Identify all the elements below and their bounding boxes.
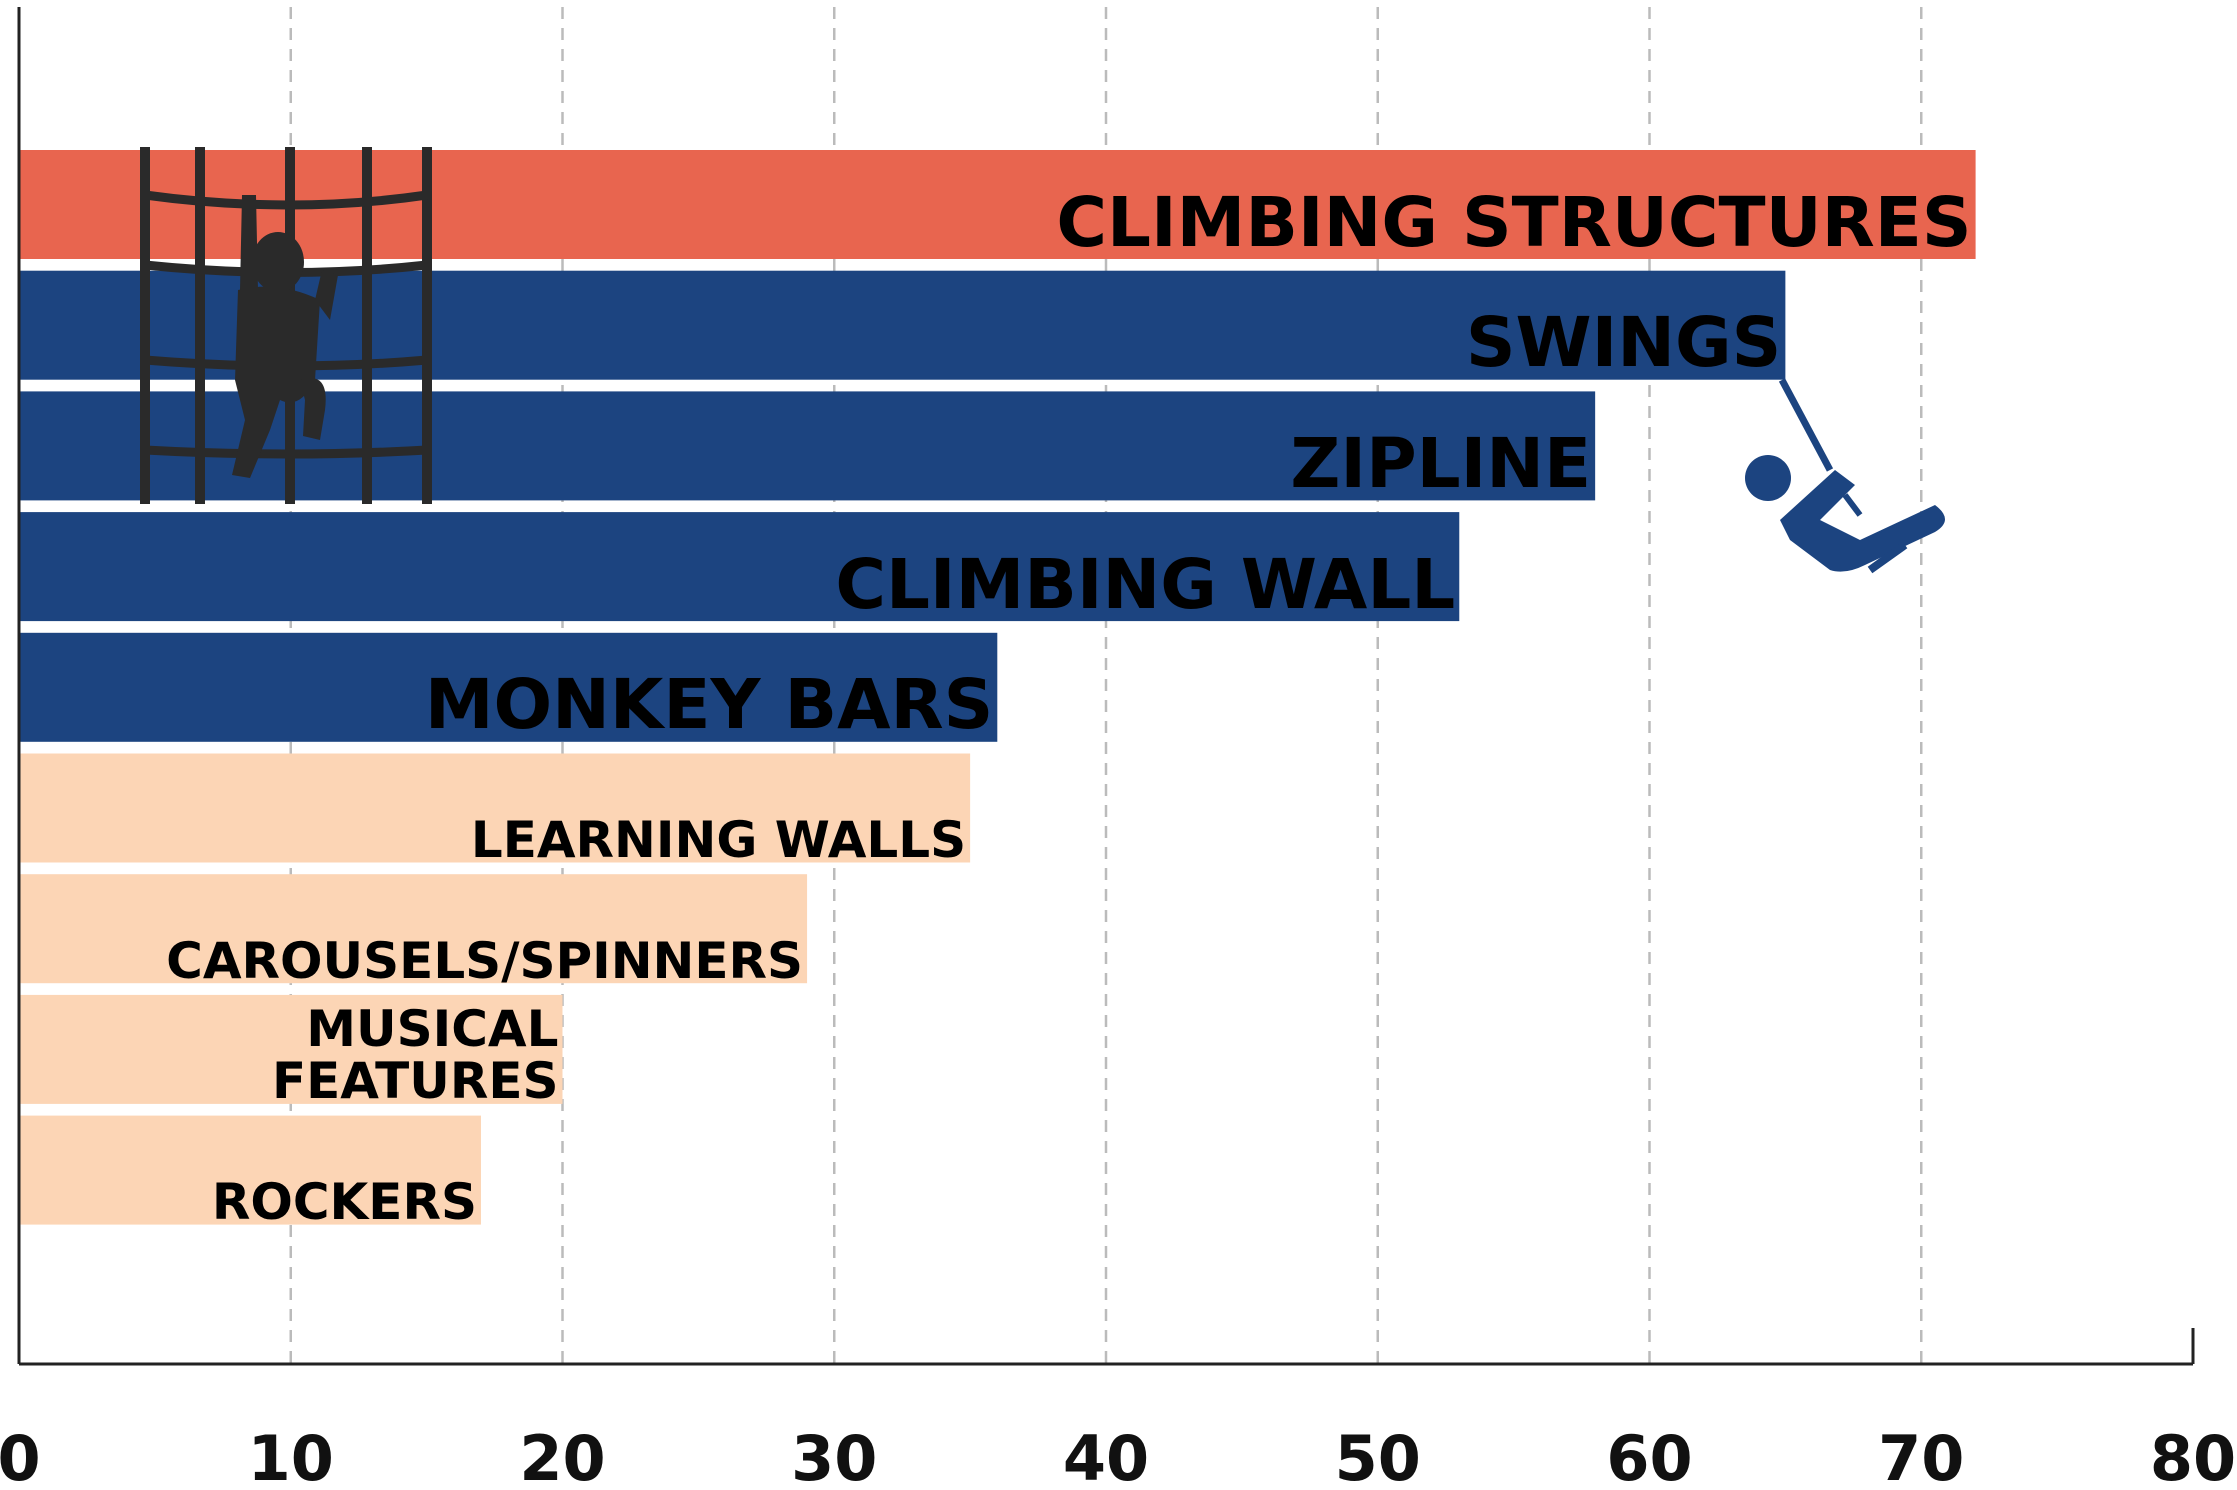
- x-tick-label: 10: [248, 1422, 334, 1490]
- bar: [19, 1115, 481, 1225]
- x-tick-label: 70: [1878, 1422, 1964, 1490]
- bar: [19, 512, 1460, 622]
- bar: [19, 994, 563, 1104]
- bar: [19, 632, 998, 742]
- bars: [19, 150, 1976, 1225]
- bar-label: MONKEY BARS: [424, 665, 994, 746]
- axes: 0 10 20 30 40 50 60 70 80: [0, 7, 2236, 1490]
- bar-label: MUSICAL FEATURES: [272, 999, 559, 1111]
- bar-label: ZIPLINE: [1290, 423, 1592, 504]
- bar: [19, 391, 1596, 501]
- x-tick-label: 80: [2150, 1422, 2236, 1490]
- bar: [19, 753, 971, 863]
- bar-label: SWINGS: [1465, 303, 1782, 384]
- x-tick-label: 50: [1335, 1422, 1421, 1490]
- bar-label: CAROUSELS/SPINNERS: [166, 931, 804, 990]
- bar-label: LEARNING WALLS: [470, 811, 967, 869]
- swing-icon: [1745, 378, 1945, 574]
- bar-label: CLIMBING STRUCTURES: [1056, 182, 1972, 263]
- x-tick-label: 20: [519, 1422, 605, 1490]
- x-tick-label: 40: [1063, 1422, 1149, 1490]
- climber-icon: [140, 147, 432, 504]
- bar-label: ROCKERS: [211, 1173, 477, 1232]
- bar-label: CLIMBING WALL: [835, 544, 1456, 625]
- bar: [19, 874, 808, 984]
- x-tick-label: 60: [1606, 1422, 1692, 1490]
- x-tick-label: 0: [0, 1422, 41, 1490]
- x-tick-label: 30: [791, 1422, 877, 1490]
